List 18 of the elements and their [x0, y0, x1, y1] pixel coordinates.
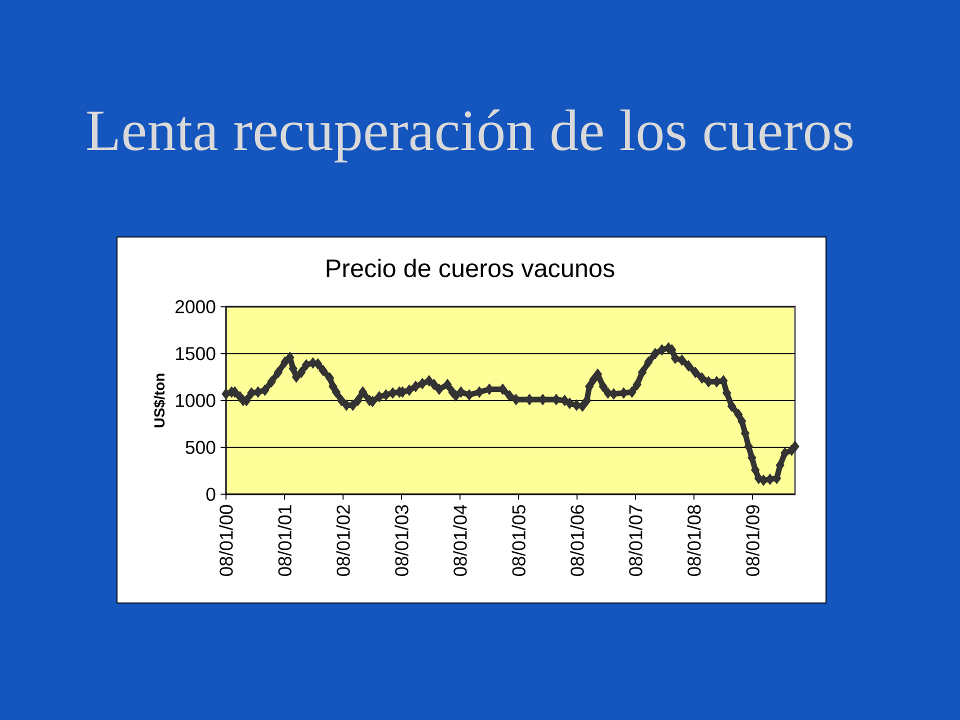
y-tick-label: 1000: [176, 394, 216, 408]
y-tick-label: 500: [186, 440, 216, 454]
x-tick-label: 08/01/06: [570, 505, 584, 576]
y-tick-label: 0: [206, 488, 216, 501]
x-tick-label: 08/01/07: [628, 505, 642, 576]
x-tick-label: 08/01/08: [687, 505, 701, 576]
chart-subtitle: Precio de cueros vacunos: [326, 258, 614, 278]
y-tick-label: 2000: [176, 300, 216, 314]
y-axis-title: US$/ton: [154, 374, 166, 428]
x-tick-label: 08/01/00: [219, 505, 233, 576]
x-tick-label: 08/01/05: [512, 505, 526, 576]
x-tick-label: 08/01/02: [336, 505, 350, 576]
x-tick-label: 08/01/04: [453, 504, 467, 576]
x-tick-label: 08/01/01: [278, 505, 292, 576]
y-tick-label: 1500: [176, 347, 216, 360]
x-tick-label: 08/01/03: [394, 505, 408, 576]
x-tick-label: 08/01/09: [746, 505, 760, 576]
chart-title: Lenta recuperación de los cueros: [87, 109, 853, 162]
